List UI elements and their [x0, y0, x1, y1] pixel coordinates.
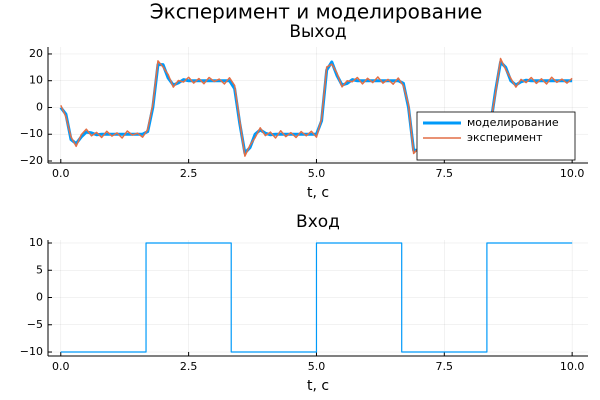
figure-title: Эксперимент и моделирование: [150, 0, 483, 24]
y-tick-label: −10: [20, 345, 43, 358]
x-tick-label: 10.0: [560, 167, 585, 180]
x-tick-label: 5.0: [308, 360, 326, 373]
x-tick-label: 7.5: [436, 167, 454, 180]
x-tick-label: 2.5: [180, 360, 198, 373]
y-tick-label: 0: [36, 100, 43, 113]
y-tick-label: 20: [29, 47, 43, 60]
subplot-title: Выход: [289, 22, 346, 42]
subplot-title: Вход: [296, 212, 340, 232]
x-tick-label: 0.0: [52, 360, 70, 373]
x-tick-label: 10.0: [560, 360, 585, 373]
legend-label: эксперимент: [467, 131, 543, 144]
legend-label: моделирование: [467, 116, 559, 129]
x-axis-label: t, c: [307, 185, 329, 201]
x-axis-label: t, c: [307, 378, 329, 394]
y-tick-label: −20: [20, 154, 43, 167]
x-tick-label: 7.5: [436, 360, 454, 373]
x-tick-label: 0.0: [52, 167, 70, 180]
y-tick-label: 10: [29, 74, 43, 87]
x-tick-label: 5.0: [308, 167, 326, 180]
x-tick-label: 2.5: [180, 167, 198, 180]
line: [60, 242, 573, 353]
y-tick-label: −10: [20, 127, 43, 140]
y-tick-label: 5: [36, 263, 43, 276]
y-tick-label: 10: [29, 236, 43, 249]
y-tick-label: 0: [36, 291, 43, 304]
legend-box: [416, 111, 576, 161]
y-tick-label: −5: [27, 318, 43, 331]
